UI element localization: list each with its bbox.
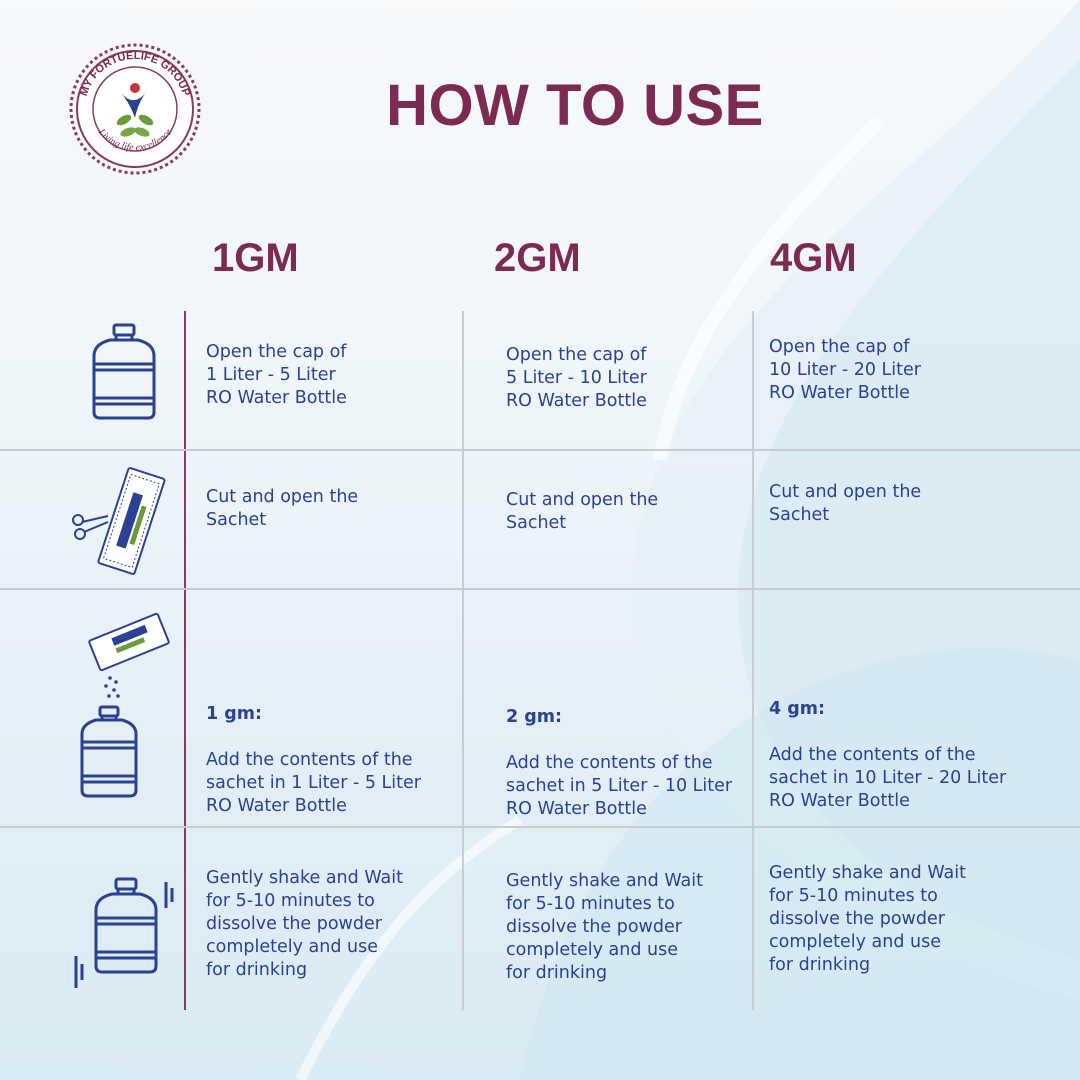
column-divider (184, 311, 186, 1010)
dose-label: 4 gm: (769, 699, 826, 719)
water-bottle-icon (92, 323, 156, 420)
dose-label: 2 gm: (506, 707, 563, 727)
step-3-text: Add the contents of the sachet in 1 Lite… (206, 750, 421, 816)
step-3-cell-2gm: 2 gm: Add the contents of the sachet in … (506, 683, 732, 821)
step-2-cell-2gm: Cut and open the Sachet (506, 490, 659, 533)
step-1-cell-1gm: Open the cap of 1 Liter - 5 Liter RO Wat… (206, 342, 347, 408)
step-3-cell-4gm: 4 gm: Add the contents of the sachet in … (769, 675, 1006, 813)
step-1-cell-2gm: Open the cap of 5 Liter - 10 Liter RO Wa… (506, 345, 647, 411)
pour-sachet-icon (80, 612, 170, 798)
step-3-cell-1gm: 1 gm: Add the contents of the sachet in … (206, 680, 421, 818)
step-1-cell-4gm: Open the cap of 10 Liter - 20 Liter RO W… (769, 337, 921, 403)
shake-bottle-icon (74, 877, 174, 988)
step-3-text: Add the contents of the sachet in 10 Lit… (769, 745, 1007, 811)
column-header-4gm: 4GM (770, 236, 857, 280)
dose-label: 1 gm: (206, 704, 263, 724)
logo-seal-icon: MY FORTUELIFE GROUP Living life excellen… (69, 43, 201, 175)
row-divider (0, 449, 1080, 451)
step-4-cell-1gm: Gently shake and Wait for 5-10 minutes t… (206, 868, 403, 980)
row-divider (0, 588, 1080, 590)
cut-sachet-icon (72, 467, 166, 575)
step-4-cell-2gm: Gently shake and Wait for 5-10 minutes t… (506, 871, 703, 983)
row-divider (0, 826, 1080, 828)
column-header-1gm: 1GM (212, 236, 299, 280)
page-title: HOW TO USE (386, 73, 764, 138)
step-2-cell-4gm: Cut and open the Sachet (769, 482, 922, 525)
step-3-text: Add the contents of the sachet in 5 Lite… (506, 753, 733, 819)
column-divider (462, 311, 464, 1010)
column-divider (752, 311, 754, 1010)
step-4-cell-4gm: Gently shake and Wait for 5-10 minutes t… (769, 863, 966, 975)
column-header-2gm: 2GM (494, 236, 581, 280)
step-2-cell-1gm: Cut and open the Sachet (206, 487, 359, 530)
